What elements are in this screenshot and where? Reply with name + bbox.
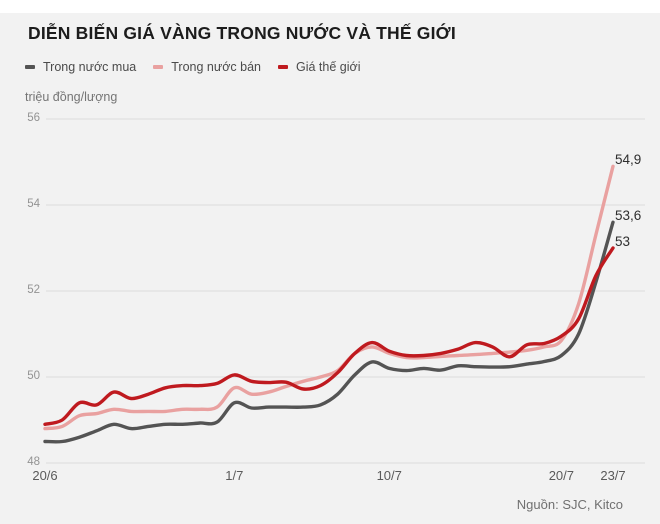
legend-item-gia-the-gioi: Giá thế giới — [278, 60, 360, 74]
y-tick-label: 48 — [27, 456, 40, 468]
series-lines — [43, 164, 615, 444]
y-tick-label: 56 — [27, 112, 40, 124]
legend-label: Giá thế giới — [296, 60, 361, 74]
x-tick-label: 23/7 — [600, 468, 626, 483]
y-tick-label: 52 — [27, 284, 40, 296]
x-tick-label: 1/7 — [225, 468, 244, 483]
legend-item-trong-nuoc-ban: Trong nước bán — [153, 60, 261, 74]
series-end-label: 53 — [615, 234, 631, 249]
series-line-1 — [43, 164, 615, 431]
y-tick-label: 50 — [27, 370, 40, 382]
chart-legend: Trong nước mua Trong nước bán Giá thế gi… — [25, 60, 360, 74]
series-line-0 — [43, 220, 615, 444]
series-end-label: 54,9 — [615, 152, 642, 168]
legend-item-trong-nuoc-mua: Trong nước mua — [25, 60, 136, 74]
series-line-2 — [43, 246, 615, 426]
x-tick-label: 20/6 — [32, 468, 58, 483]
chart-title: DIỄN BIẾN GIÁ VÀNG TRONG NƯỚC VÀ THẾ GIỚ… — [28, 23, 456, 43]
legend-label: Trong nước mua — [43, 60, 137, 74]
gridlines — [46, 118, 645, 464]
series-end-label: 53,6 — [615, 208, 642, 224]
top-strip — [0, 0, 660, 13]
legend-label: Trong nước bán — [171, 60, 261, 74]
legend-dash-icon — [25, 65, 35, 69]
y-tick-label: 54 — [27, 198, 40, 210]
legend-dash-icon — [278, 65, 288, 69]
x-tick-label: 20/7 — [548, 468, 575, 483]
x-tick-label: 10/7 — [376, 468, 402, 483]
y-axis-unit-label: triệu đồng/lượng — [25, 90, 118, 104]
source-credit: Nguồn: SJC, Kitco — [516, 497, 623, 512]
legend-dash-icon — [153, 65, 164, 69]
